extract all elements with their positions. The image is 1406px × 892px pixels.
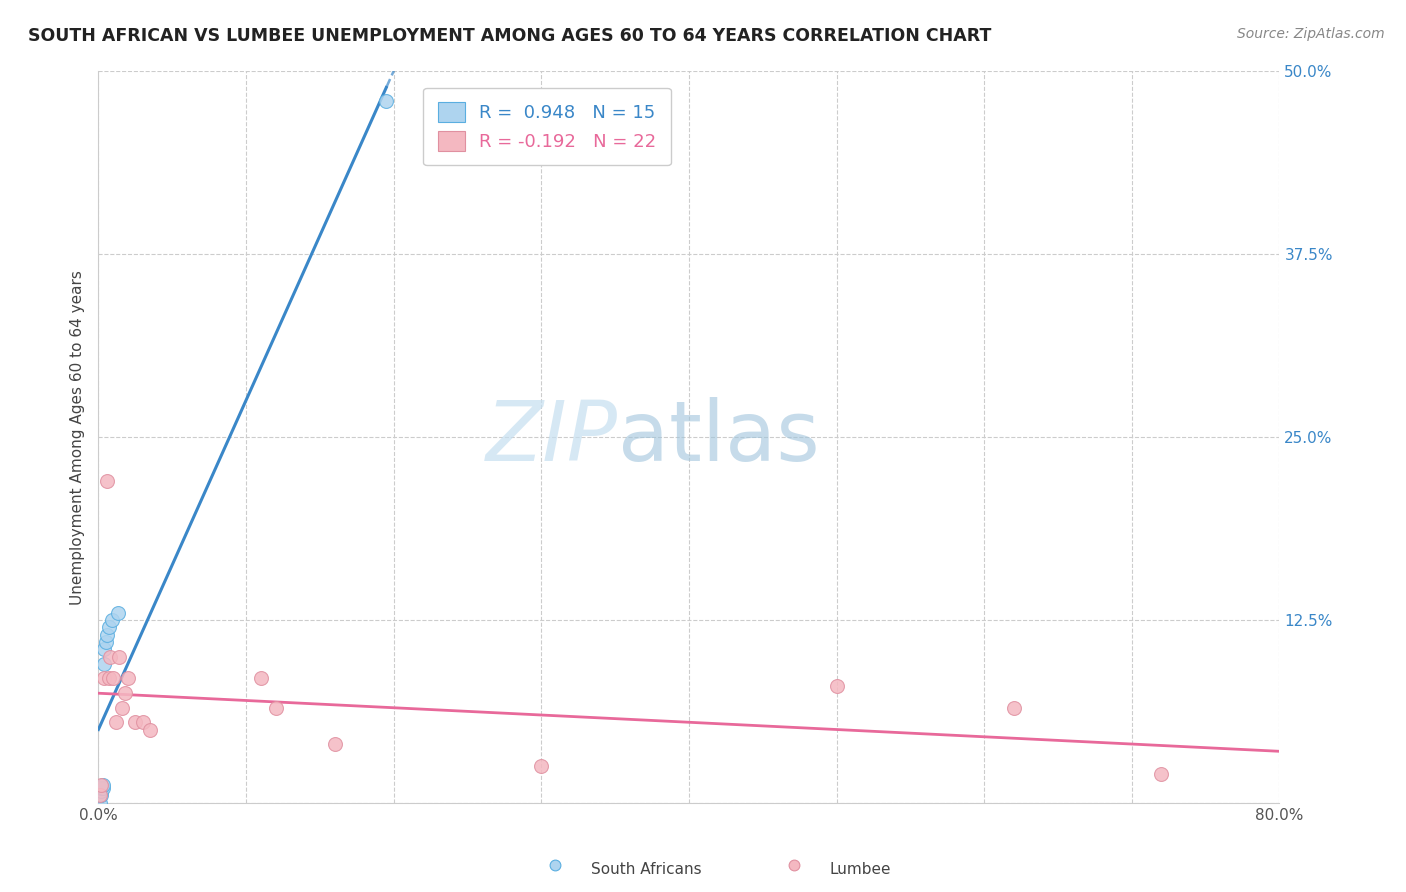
Point: [93, 657, 115, 671]
Point: [107, 606, 129, 620]
Point: [91, 778, 114, 792]
Text: SOUTH AFRICAN VS LUMBEE UNEMPLOYMENT AMONG AGES 60 TO 64 YEARS CORRELATION CHART: SOUTH AFRICAN VS LUMBEE UNEMPLOYMENT AMO…: [28, 27, 991, 45]
Text: Lumbee: Lumbee: [830, 863, 891, 877]
Point: [825, 679, 848, 693]
Text: South Africans: South Africans: [591, 863, 702, 877]
Y-axis label: Unemployment Among Ages 60 to 64 years: Unemployment Among Ages 60 to 64 years: [69, 269, 84, 605]
Point: [90, 778, 112, 792]
Point: [114, 686, 136, 700]
Point: [111, 700, 134, 714]
Point: [89, 789, 111, 803]
Point: [89, 796, 111, 810]
Point: [90, 789, 112, 803]
Point: [323, 737, 346, 751]
Point: [103, 672, 125, 686]
Point: [1150, 766, 1173, 780]
Point: [89, 789, 111, 803]
Point: [544, 858, 567, 872]
Point: [90, 784, 112, 798]
Text: ZIP: ZIP: [486, 397, 619, 477]
Point: [100, 613, 122, 627]
Point: [132, 715, 155, 730]
Point: [91, 781, 114, 796]
Point: [117, 672, 139, 686]
Legend: R =  0.948   N = 15, R = -0.192   N = 22: R = 0.948 N = 15, R = -0.192 N = 22: [423, 87, 671, 165]
Point: [97, 672, 120, 686]
Point: [96, 627, 118, 641]
Text: Source: ZipAtlas.com: Source: ZipAtlas.com: [1237, 27, 1385, 41]
Text: atlas: atlas: [619, 397, 820, 477]
Point: [250, 672, 273, 686]
Point: [94, 635, 117, 649]
Point: [108, 649, 131, 664]
Point: [1002, 700, 1025, 714]
Point: [530, 759, 553, 773]
Point: [124, 715, 146, 730]
Point: [375, 94, 398, 108]
Point: [783, 858, 806, 872]
Point: [93, 672, 115, 686]
Point: [90, 781, 112, 796]
Point: [139, 723, 162, 737]
Point: [93, 642, 115, 657]
Point: [264, 700, 287, 714]
Point: [96, 474, 118, 488]
Point: [105, 715, 128, 730]
Point: [98, 649, 121, 664]
Point: [97, 620, 120, 634]
